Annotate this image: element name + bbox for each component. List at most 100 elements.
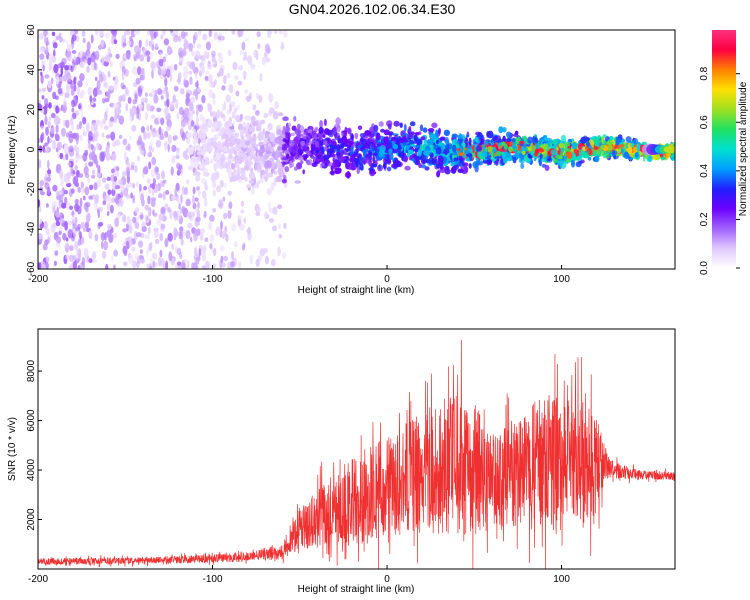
heatmap-cell: [435, 129, 439, 136]
heatmap-cell: [83, 247, 89, 258]
heatmap-cell: [202, 138, 207, 144]
heatmap-cell: [71, 107, 75, 113]
heatmap-cell: [336, 144, 341, 152]
heatmap-cell: [134, 93, 138, 103]
heatmap-cell: [357, 125, 363, 131]
x-tick: 100: [553, 265, 570, 285]
heatmap-cell: [68, 145, 74, 153]
heatmap-cell: [311, 162, 318, 167]
heatmap-cell: [78, 104, 81, 110]
heatmap-cell: [105, 84, 109, 89]
heatmap-cell: [102, 118, 107, 125]
heatmap-cell: [74, 241, 79, 251]
heatmap-cell: [360, 147, 364, 152]
heatmap-cell: [265, 151, 272, 155]
heatmap-cell: [51, 31, 56, 36]
heatmap-cell: [427, 138, 434, 146]
heatmap-cell: [150, 61, 156, 70]
heatmap-cell: [442, 156, 447, 164]
heatmap-cell: [229, 138, 236, 145]
heatmap-cell: [159, 249, 163, 258]
heatmap-cell: [150, 114, 156, 120]
heatmap-cell: [194, 82, 199, 88]
heatmap-cell: [359, 163, 364, 171]
heatmap-cell: [550, 149, 557, 155]
heatmap-cell: [459, 160, 464, 164]
heatmap-cell: [271, 225, 278, 232]
heatmap-cell: [446, 142, 453, 150]
heatmap-cell: [126, 49, 131, 60]
heatmap-cell: [154, 262, 158, 268]
heatmap-cell: [247, 134, 251, 141]
heatmap-cell: [627, 146, 633, 155]
heatmap-cell: [169, 30, 173, 33]
heatmap-cell: [203, 134, 206, 139]
heatmap-cell: [44, 239, 49, 246]
heatmap-cell: [501, 141, 506, 146]
heatmap-cell: [59, 226, 63, 232]
heatmap-cell: [45, 177, 51, 182]
y-tick-label: -20: [26, 182, 37, 197]
heatmap-cell: [84, 186, 90, 196]
heatmap-cell: [105, 152, 111, 161]
heatmap-cell: [372, 155, 376, 163]
heatmap-cell: [161, 66, 167, 75]
heatmap-cell: [422, 127, 428, 133]
heatmap-cell: [317, 154, 324, 159]
heatmap-cell: [66, 44, 72, 52]
heatmap-cell: [72, 260, 77, 269]
heatmap-cell: [164, 203, 169, 211]
heatmap-cell: [165, 190, 170, 195]
heatmap-cell: [78, 154, 82, 160]
heatmap-cell: [79, 61, 85, 69]
heatmap-cell: [202, 190, 207, 199]
heatmap-cell: [271, 157, 275, 161]
heatmap-cell: [107, 189, 112, 195]
heatmap-cell: [129, 224, 133, 234]
heatmap-cell: [213, 32, 219, 40]
heatmap-cell: [163, 38, 170, 46]
heatmap-cell: [407, 128, 412, 135]
heatmap-cell: [232, 109, 237, 118]
heatmap-cell: [297, 155, 304, 161]
heatmap-cell: [164, 53, 168, 59]
heatmap-cell: [160, 206, 166, 215]
heatmap-cell: [468, 137, 472, 146]
heatmap-cell: [311, 130, 317, 136]
heatmap-cell: [169, 73, 173, 83]
heatmap-cell: [100, 232, 106, 241]
heatmap-cell: [111, 152, 117, 161]
heatmap-cell: [479, 160, 483, 166]
heatmap-cell: [151, 156, 157, 166]
heatmap-cell: [146, 179, 151, 184]
heatmap-cell: [195, 116, 199, 123]
heatmap-cell: [357, 144, 361, 150]
heatmap-cell: [178, 203, 181, 210]
heatmap-cell: [113, 170, 119, 178]
heatmap-cell: [209, 234, 215, 243]
heatmap-cell: [187, 147, 194, 155]
heatmap-cell: [162, 61, 166, 71]
heatmap-cell: [215, 128, 220, 132]
heatmap-cell: [281, 41, 284, 50]
heatmap-cell: [94, 62, 98, 71]
heatmap-cell: [87, 177, 90, 184]
heatmap-cell: [155, 238, 160, 244]
heatmap-cell: [90, 123, 96, 132]
heatmap-cell: [183, 37, 187, 44]
heatmap-cell: [62, 119, 66, 127]
heatmap-cell: [77, 238, 82, 246]
heatmap-cell: [173, 34, 179, 43]
heatmap-cell: [67, 220, 72, 226]
heatmap-cell: [55, 220, 61, 227]
heatmap-cell: [236, 105, 241, 111]
heatmap-cell: [98, 222, 104, 227]
heatmap-cell: [90, 143, 94, 151]
heatmap-cell: [198, 30, 202, 36]
heatmap-cell: [319, 120, 323, 128]
heatmap-cell: [122, 42, 127, 47]
heatmap-cell: [178, 61, 183, 66]
heatmap-cell: [138, 135, 142, 145]
heatmap-cell: [486, 151, 490, 160]
heatmap-cell: [244, 115, 252, 121]
